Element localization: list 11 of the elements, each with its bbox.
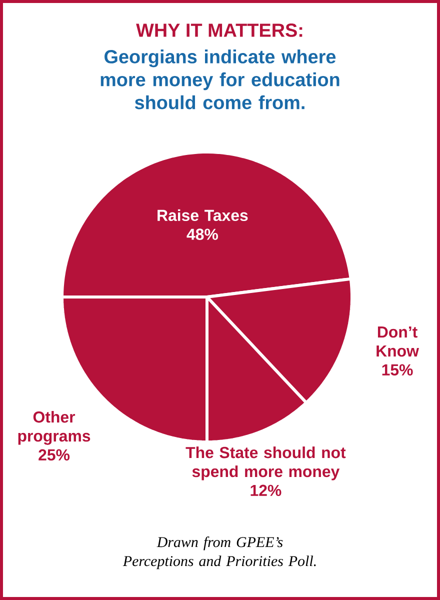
- data-label: 48%: [186, 228, 218, 240]
- slice-label: The State should not spend more money: [186, 446, 346, 480]
- data-label: 12%: [250, 484, 282, 496]
- chart-subtitle: Georgians indicate where more money for education should come from.: [100, 50, 340, 110]
- data-label: 25%: [38, 449, 70, 461]
- slice-label: Other programs: [18, 410, 90, 445]
- slice-label: Don’t Know: [376, 326, 419, 357]
- slice-label: Raise Taxes: [158, 209, 248, 222]
- chart-title: WHY IT MATTERS:: [136, 24, 302, 37]
- data-label: 15%: [382, 364, 413, 376]
- text: Drawn from GPEE’s Perceptions and Priorities Poll.: [122, 536, 316, 570]
